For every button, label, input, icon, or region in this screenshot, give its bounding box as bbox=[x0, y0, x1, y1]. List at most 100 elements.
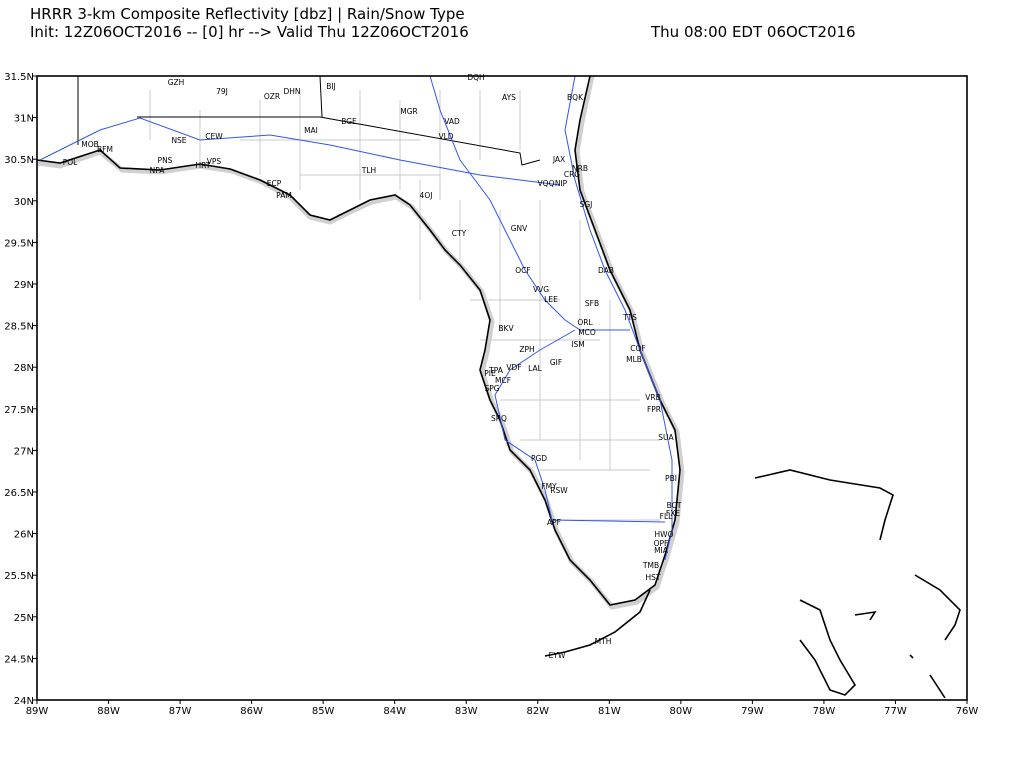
station-label: BQK bbox=[567, 93, 584, 102]
y-tick-label: 28N bbox=[14, 363, 34, 374]
station-label: FLL bbox=[660, 512, 673, 521]
station-label: TTS bbox=[622, 313, 637, 322]
y-tick-label: 24.5N bbox=[4, 654, 34, 665]
station-label: AYS bbox=[502, 93, 516, 102]
station-label: FMY bbox=[541, 482, 557, 491]
station-label: FXE bbox=[666, 509, 680, 518]
station-label: APF bbox=[547, 518, 561, 527]
x-tick-label: 78W bbox=[813, 706, 836, 717]
station-label: SPG bbox=[484, 384, 499, 393]
x-tick-label: 88W bbox=[97, 706, 120, 717]
station-label: MAI bbox=[304, 126, 318, 135]
station-label: VLD bbox=[438, 132, 453, 141]
y-tick-label: 30N bbox=[14, 197, 34, 208]
station-label: MGR bbox=[400, 107, 418, 116]
station-label: TPA bbox=[488, 366, 504, 375]
station-label: PGD bbox=[531, 454, 547, 463]
station-label: PNS bbox=[158, 156, 173, 165]
x-tick-label: 84W bbox=[383, 706, 406, 717]
station-label: VRB bbox=[645, 393, 661, 402]
x-tick-label: 76W bbox=[956, 706, 979, 717]
station-label: PBI bbox=[665, 474, 677, 483]
x-tick-label: 77W bbox=[884, 706, 907, 717]
station-label: EYW bbox=[549, 651, 566, 660]
station-label: VQQ bbox=[538, 179, 555, 188]
station-label: COF bbox=[630, 344, 645, 353]
station-label: JAX bbox=[552, 155, 565, 164]
station-label: CRG bbox=[564, 170, 580, 179]
x-tick-label: 85W bbox=[312, 706, 335, 717]
station-label: DQH bbox=[467, 73, 484, 82]
station-label: MCF bbox=[495, 376, 511, 385]
x-tick-label: 79W bbox=[741, 706, 764, 717]
station-label: 4OJ bbox=[420, 191, 433, 200]
station-label: HWO bbox=[655, 530, 674, 539]
station-label: CEW bbox=[205, 132, 223, 141]
station-label: SRQ bbox=[491, 414, 507, 423]
station-label: VVG bbox=[533, 285, 549, 294]
station-label: ZPH bbox=[519, 345, 534, 354]
x-tick-label: 86W bbox=[240, 706, 263, 717]
station-label: TLH bbox=[361, 166, 376, 175]
station-label: NRB bbox=[572, 164, 588, 173]
station-label: BFM bbox=[97, 145, 113, 154]
county-lines bbox=[149, 90, 660, 521]
y-tick-label: 30.5N bbox=[4, 155, 34, 166]
station-label: MIA bbox=[654, 546, 669, 555]
x-tick-label: 87W bbox=[169, 706, 192, 717]
title: HRRR 3-km Composite Reflectivity [dbz] |… bbox=[30, 5, 465, 23]
station-label: LAL bbox=[528, 364, 542, 373]
station-label: PAM bbox=[276, 191, 292, 200]
station-label: BGE bbox=[341, 117, 357, 126]
y-tick-label: 25.5N bbox=[4, 571, 34, 582]
state-borders bbox=[77, 75, 541, 166]
station-label: OZR bbox=[264, 92, 280, 101]
station-label: GZH bbox=[168, 78, 185, 87]
station-label: LEE bbox=[544, 295, 558, 304]
y-tick-label: 27N bbox=[14, 446, 34, 457]
map-layers bbox=[36, 75, 961, 699]
y-tick-label: 31.5N bbox=[4, 72, 34, 83]
station-label: MOB bbox=[81, 140, 99, 149]
station-label: MTH bbox=[595, 637, 612, 646]
station-label: ISM bbox=[571, 340, 584, 349]
x-tick-label: 83W bbox=[455, 706, 478, 717]
station-label: GNV bbox=[511, 224, 528, 233]
station-label: NIP bbox=[555, 179, 568, 188]
y-tick-label: 31N bbox=[14, 114, 34, 125]
station-label: 79J bbox=[216, 87, 228, 96]
station-label: POL bbox=[63, 158, 78, 167]
station-label: SUA bbox=[658, 433, 674, 442]
station-label: NPA bbox=[150, 166, 166, 175]
station-label: FPR bbox=[647, 405, 661, 414]
y-tick-label: 25N bbox=[14, 613, 34, 624]
station-label: HST bbox=[646, 573, 661, 582]
station-label: CTY bbox=[452, 229, 467, 238]
station-label: BKV bbox=[498, 324, 514, 333]
station-label: MLB bbox=[626, 355, 642, 364]
station-label: BIJ bbox=[326, 82, 336, 91]
y-tick-label: 26N bbox=[14, 530, 34, 541]
y-tick-label: 26.5N bbox=[4, 488, 34, 499]
x-tick-label: 81W bbox=[598, 706, 621, 717]
interstates bbox=[39, 75, 673, 561]
x-tick-label: 80W bbox=[670, 706, 693, 717]
bahamas bbox=[754, 469, 961, 699]
station-label: SGJ bbox=[580, 200, 593, 209]
x-tick-label: 89W bbox=[26, 706, 49, 717]
y-tick-label: 28.5N bbox=[4, 322, 34, 333]
station-label: VDF bbox=[506, 363, 521, 372]
florida-keys bbox=[544, 589, 651, 657]
station-label: SFB bbox=[585, 299, 599, 308]
valid-local: Thu 08:00 EDT 06OCT2016 bbox=[650, 23, 856, 41]
station-label: ECP bbox=[267, 179, 282, 188]
y-tick-label: 27.5N bbox=[4, 405, 34, 416]
station-label: OPF bbox=[654, 539, 669, 548]
map-frame bbox=[36, 75, 968, 701]
init-line: Init: 12Z06OCT2016 -- [0] hr --> Valid T… bbox=[30, 23, 469, 41]
y-tick-label: 29.5N bbox=[4, 238, 34, 249]
station-label: VAD bbox=[444, 117, 460, 126]
x-tick-label: 82W bbox=[526, 706, 549, 717]
